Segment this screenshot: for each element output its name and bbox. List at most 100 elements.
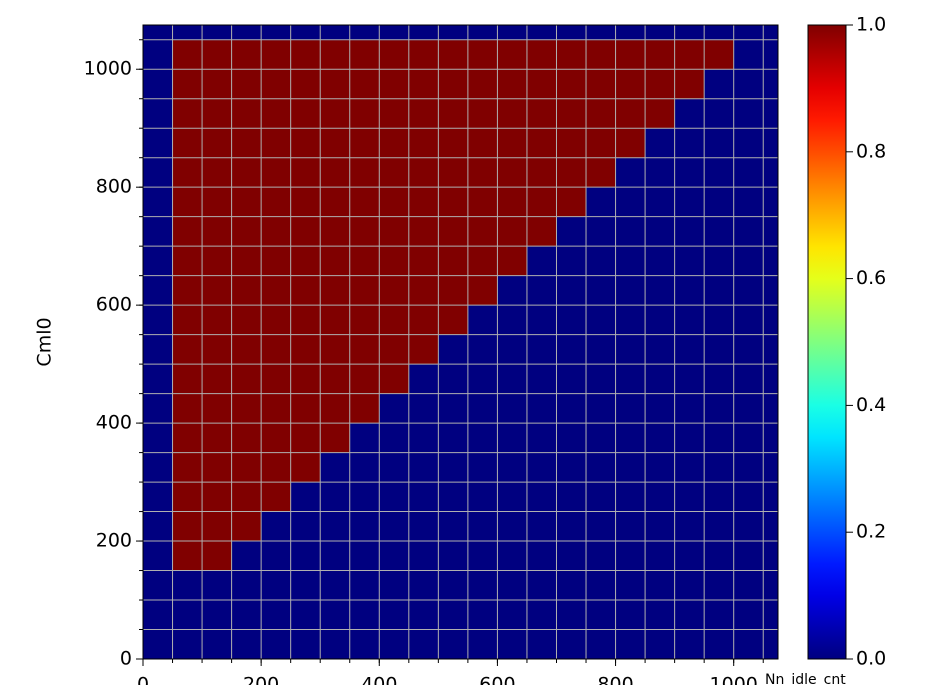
cell (202, 452, 233, 483)
cell (349, 25, 380, 41)
cell (763, 570, 778, 601)
cell (143, 305, 173, 336)
cell (379, 452, 410, 483)
cell (143, 128, 173, 159)
cell (467, 629, 498, 659)
cell (704, 393, 735, 424)
cell (261, 629, 292, 659)
cell (467, 600, 498, 630)
cell (143, 25, 173, 41)
cell (526, 423, 557, 453)
cell (733, 570, 764, 601)
cell (586, 452, 616, 483)
cell (733, 216, 764, 247)
cell (615, 511, 646, 542)
cell (674, 25, 705, 41)
cell (202, 482, 233, 512)
cell (349, 69, 380, 100)
grid (143, 25, 778, 659)
cell (704, 157, 735, 188)
cell (467, 187, 498, 218)
cell (379, 541, 410, 571)
colorbar (807, 24, 847, 660)
cell (526, 216, 557, 247)
cell (172, 69, 203, 100)
cell (172, 629, 203, 659)
cell (438, 570, 469, 601)
cell (733, 393, 764, 424)
cell (408, 98, 439, 129)
cell (526, 25, 557, 41)
cell (763, 305, 778, 336)
cell (379, 25, 410, 41)
cell (379, 216, 410, 247)
cell (733, 334, 764, 365)
cell (231, 600, 262, 630)
cell (202, 128, 233, 159)
cell (231, 275, 262, 306)
cell (379, 364, 410, 395)
cell (497, 157, 528, 188)
cell (379, 246, 410, 277)
cell (143, 246, 173, 277)
cell (143, 452, 173, 483)
cell (467, 364, 498, 395)
cell (526, 157, 557, 188)
cell (526, 98, 557, 129)
cell (202, 25, 233, 41)
cell (674, 305, 705, 336)
cell (763, 246, 778, 277)
cell (349, 128, 380, 159)
cell (349, 423, 380, 453)
cell (645, 570, 676, 601)
cell (438, 452, 469, 483)
cell (556, 25, 587, 41)
cell (733, 541, 764, 571)
cell (556, 305, 587, 336)
cell (497, 511, 528, 542)
cell (172, 98, 203, 129)
cell (615, 187, 646, 218)
cell (290, 364, 321, 395)
cell (320, 275, 351, 306)
cell (733, 275, 764, 306)
cell (556, 570, 587, 601)
cell (674, 98, 705, 129)
cell (290, 275, 321, 306)
cell (379, 275, 410, 306)
cell (763, 334, 778, 365)
cell (320, 482, 351, 512)
cell (586, 246, 616, 277)
cell (733, 98, 764, 129)
cell (556, 69, 587, 100)
y-tick-label: 800 (96, 176, 132, 198)
cell (261, 600, 292, 630)
cell (231, 39, 262, 70)
cell (704, 570, 735, 601)
x-tick-label: 800 (597, 674, 633, 685)
cell (320, 25, 351, 41)
cell (202, 246, 233, 277)
cell (172, 511, 203, 542)
cell (172, 25, 203, 41)
cell (497, 600, 528, 630)
cell (733, 600, 764, 630)
cell (172, 128, 203, 159)
cell (261, 364, 292, 395)
cell (379, 128, 410, 159)
cell (615, 25, 646, 41)
cell (526, 39, 557, 70)
plot-frame (142, 24, 779, 660)
cell (320, 334, 351, 365)
cell (349, 157, 380, 188)
y-tick-label: 200 (96, 530, 132, 552)
cell (615, 393, 646, 424)
cell (645, 25, 676, 41)
cell (645, 600, 676, 630)
cell (586, 482, 616, 512)
cell (320, 541, 351, 571)
colorbar-tick-label: 0.4 (856, 394, 886, 416)
cell (526, 305, 557, 336)
cell (143, 600, 173, 630)
cell (674, 452, 705, 483)
